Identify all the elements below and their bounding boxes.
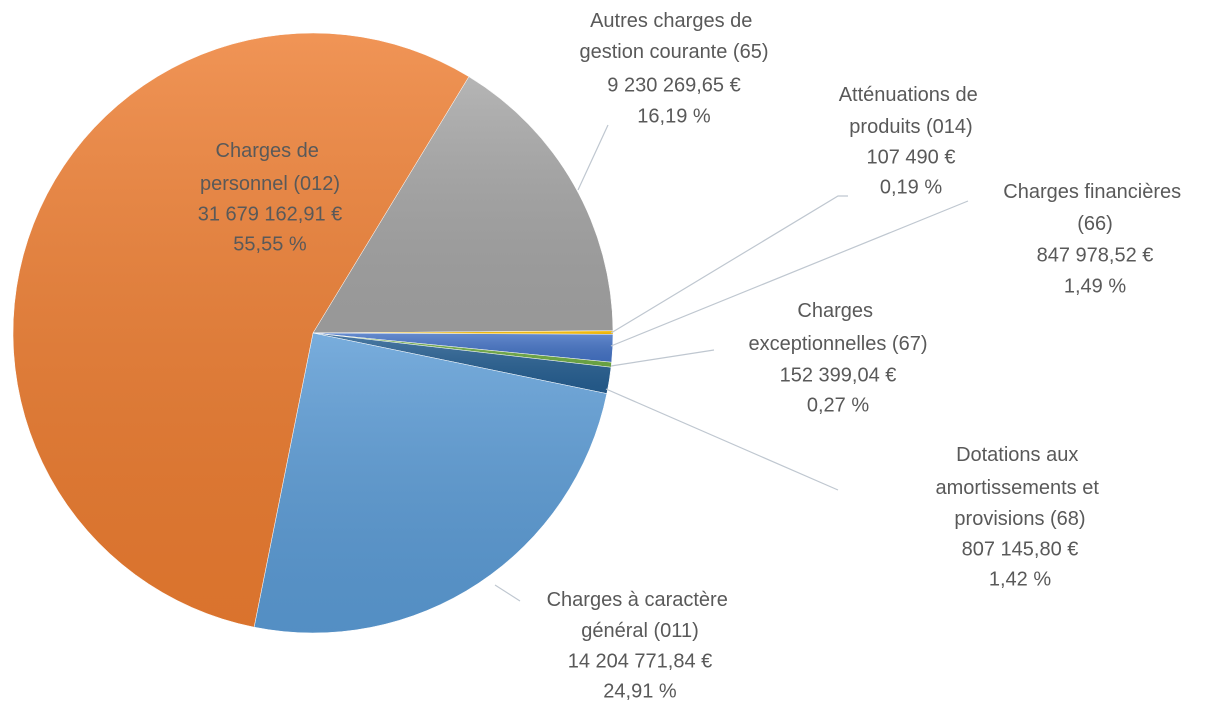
label-line: personnel (012): [200, 173, 340, 195]
slice-label-name: Charges à caractère général (011): [547, 589, 734, 642]
slice-label-percent: 1,49 %: [1064, 275, 1126, 297]
slice-label-percent: 24,91 %: [603, 680, 677, 701]
label-line: amortissements et: [936, 477, 1105, 499]
slice-label-name: Charges exceptionnelles (67): [749, 300, 928, 355]
label-line: général (011): [581, 620, 698, 642]
label-line: provisions (68): [954, 508, 1085, 530]
leader-line: [577, 124, 609, 191]
slice-label-percent: 0,27 %: [807, 394, 869, 416]
slice-label-name: Atténuations de produits (014): [839, 84, 984, 138]
slice-label-percent: 55,55 %: [233, 233, 307, 255]
leader-line: [605, 388, 839, 491]
label-line: Dotations aux: [956, 444, 1084, 466]
slice-label-value: 152 399,04 €: [780, 364, 897, 386]
slice-shade: [12, 32, 470, 628]
label-line: produits (014): [849, 116, 972, 138]
slice-label-value: 14 204 771,84 €: [568, 650, 713, 672]
leader-line: [494, 584, 521, 602]
leader-line: [610, 195, 848, 334]
label-line: gestion courante (65): [579, 41, 768, 63]
label-line: Charges: [797, 300, 878, 322]
slice-label-percent: 1,42 %: [989, 568, 1051, 590]
slice-label-value: 847 978,52 €: [1037, 244, 1154, 266]
label-line: Charges financières: [1003, 181, 1186, 203]
slice-shade: [253, 332, 608, 634]
label-line: (66): [1077, 213, 1113, 235]
slice-label-percent: 16,19 %: [637, 105, 711, 127]
leader-line: [610, 349, 715, 367]
label-line: Charges à caractère: [547, 589, 734, 611]
slice-label-value: 107 490 €: [867, 146, 956, 168]
slice-label-value: 807 145,80 €: [962, 538, 1079, 560]
slice-label-name: Autres charges de gestion courante (65): [579, 10, 768, 63]
label-line: Atténuations de: [839, 84, 984, 106]
slice-label-name: Charges financières (66): [1003, 181, 1186, 235]
label-line: Charges de: [216, 140, 325, 162]
label-line: Autres charges de: [590, 10, 758, 32]
slice-label-percent: 0,19 %: [880, 176, 942, 198]
slice-shade: [312, 76, 614, 334]
label-line: exceptionnelles (67): [749, 333, 928, 355]
leader-line: [610, 200, 969, 347]
slice-label-name: Dotations aux amortissements et provisio…: [936, 444, 1105, 530]
slice-label-name: Charges de personnel (012): [200, 140, 340, 195]
slice-label-value: 9 230 269,65 €: [607, 74, 740, 96]
slice-label-value: 31 679 162,91 €: [198, 203, 343, 225]
